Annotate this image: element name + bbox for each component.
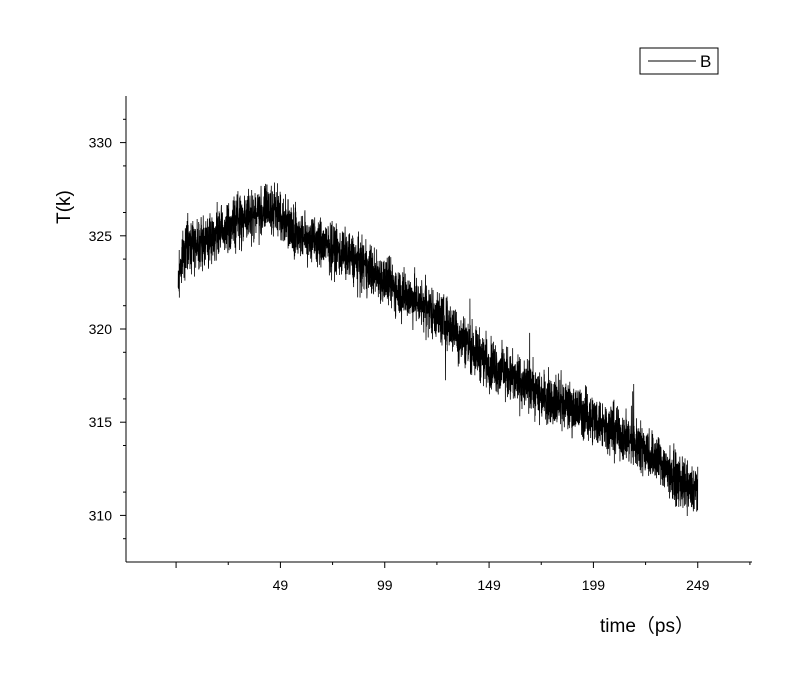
x-tick-label: 249: [686, 577, 710, 593]
y-tick-label: 330: [89, 135, 113, 151]
y-tick-label: 310: [89, 507, 113, 523]
y-tick-label: 325: [89, 228, 113, 244]
ticks: 310 315 320 325 330 49 99 149 199 249: [89, 118, 751, 593]
x-tick-label: 99: [377, 577, 393, 593]
y-axis-title: T(k): [54, 190, 75, 224]
x-tick-label: 49: [273, 577, 289, 593]
y-tick-label: 320: [89, 321, 113, 337]
x-tick-label: 199: [582, 577, 606, 593]
legend: B: [639, 47, 719, 75]
x-axis-title: time（ps）: [600, 615, 694, 637]
x-tick-label: 149: [477, 577, 501, 593]
y-tick-label: 315: [89, 414, 113, 430]
legend-label-b: B: [700, 52, 711, 71]
series-line-b: [177, 182, 699, 516]
